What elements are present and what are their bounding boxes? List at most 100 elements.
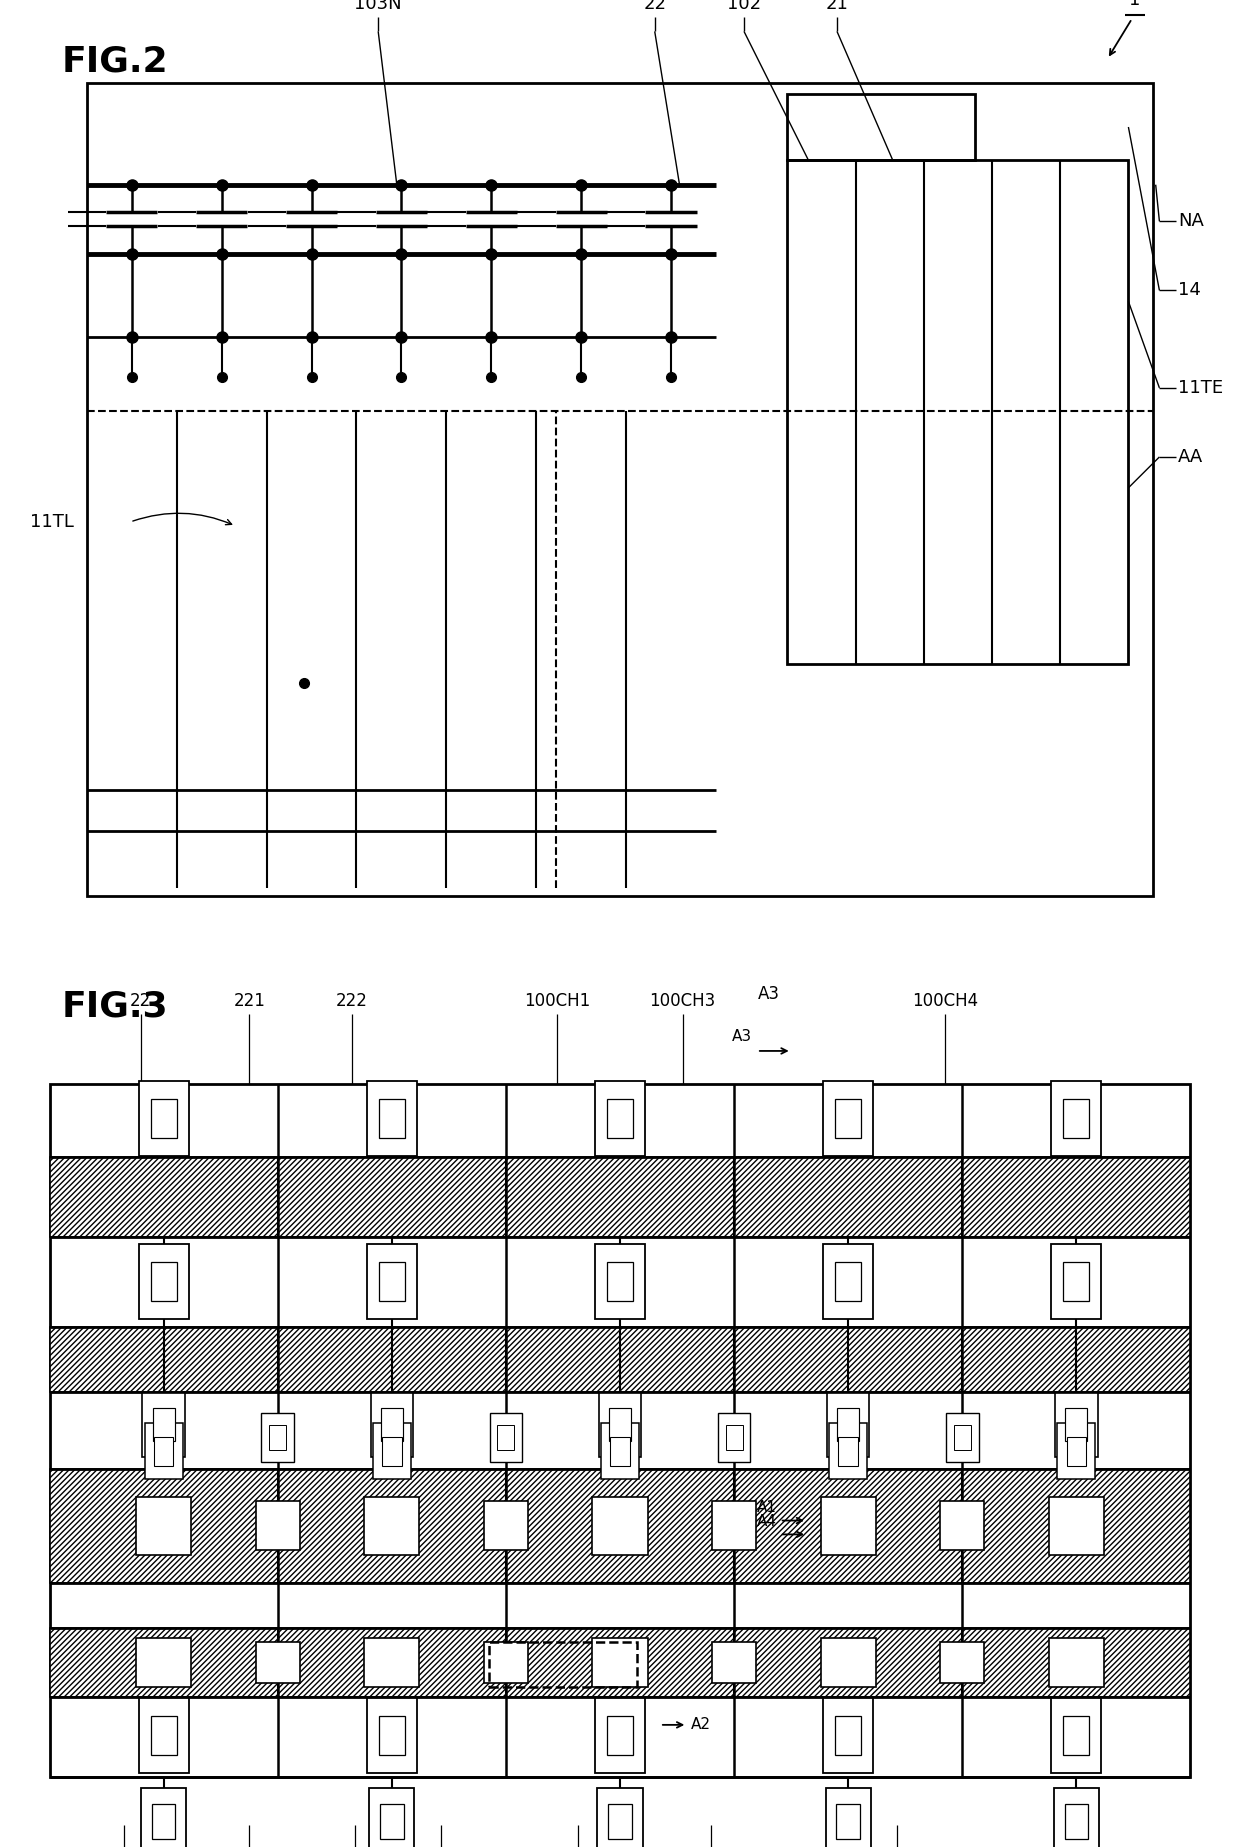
Bar (370, 1788, 414, 1847)
Bar (150, 1099, 177, 1138)
Bar (940, 1502, 985, 1550)
Bar (150, 1262, 177, 1300)
Bar (827, 1393, 869, 1457)
Bar (837, 1805, 859, 1840)
Text: 21: 21 (826, 0, 848, 13)
Bar (382, 1437, 402, 1467)
Bar (50, 1326, 1190, 1393)
Bar (595, 1245, 645, 1319)
Bar (940, 1642, 985, 1683)
Bar (826, 1788, 870, 1847)
Bar (150, 1716, 177, 1755)
Bar (262, 1413, 294, 1461)
Bar (365, 1638, 419, 1686)
Bar (718, 1413, 750, 1461)
Text: A3: A3 (758, 984, 780, 1003)
Bar (1058, 1424, 1095, 1479)
Bar (712, 1642, 756, 1683)
Bar (378, 1262, 405, 1300)
Text: 100CH3: 100CH3 (650, 992, 715, 1010)
Bar (153, 1409, 175, 1441)
Bar (954, 1424, 971, 1450)
Bar (373, 1424, 410, 1479)
Bar (1063, 1099, 1090, 1138)
Bar (136, 1638, 191, 1686)
Bar (606, 1262, 634, 1300)
Bar (610, 1437, 630, 1467)
Bar (823, 1245, 873, 1319)
Bar (378, 1099, 405, 1138)
Bar (609, 1805, 631, 1840)
Bar (821, 1638, 875, 1686)
Bar (835, 1099, 862, 1138)
Bar (595, 1082, 645, 1156)
Bar (378, 1716, 405, 1755)
Bar (835, 1262, 862, 1300)
Bar (837, 1409, 859, 1441)
Bar (821, 1496, 875, 1555)
Bar (1054, 1788, 1099, 1847)
Bar (141, 1788, 186, 1847)
Bar (1055, 1393, 1097, 1457)
Bar (1066, 1437, 1086, 1467)
Bar (255, 1642, 300, 1683)
Bar (787, 161, 1128, 665)
Bar (1052, 1697, 1101, 1773)
Text: 103N: 103N (355, 0, 402, 13)
Bar (1049, 1496, 1104, 1555)
Bar (50, 1084, 1190, 1777)
Bar (1049, 1638, 1104, 1686)
Bar (136, 1496, 191, 1555)
Bar (601, 1424, 639, 1479)
Bar (139, 1245, 188, 1319)
Bar (1052, 1245, 1101, 1319)
Text: A3: A3 (732, 1029, 751, 1044)
Text: A4: A4 (758, 1515, 777, 1529)
Bar (787, 94, 975, 161)
Bar (50, 1627, 1190, 1697)
Bar (365, 1496, 419, 1555)
Bar (381, 1805, 403, 1840)
Bar (87, 83, 1153, 896)
Text: FIG.3: FIG.3 (62, 990, 169, 1023)
Bar (145, 1424, 182, 1479)
Bar (139, 1082, 188, 1156)
Bar (593, 1638, 647, 1686)
Bar (1065, 1409, 1087, 1441)
Bar (606, 1099, 634, 1138)
Bar (593, 1496, 647, 1555)
Bar (255, 1502, 300, 1550)
Bar (139, 1697, 188, 1773)
Bar (367, 1082, 417, 1156)
Bar (609, 1409, 631, 1441)
Bar (712, 1502, 756, 1550)
Bar (1063, 1262, 1090, 1300)
Bar (598, 1788, 642, 1847)
Bar (367, 1245, 417, 1319)
Text: 222: 222 (336, 992, 368, 1010)
Text: 22: 22 (130, 992, 151, 1010)
Bar (154, 1437, 174, 1467)
Bar (599, 1393, 641, 1457)
Bar (490, 1413, 522, 1461)
Bar (606, 1716, 634, 1755)
Text: 22: 22 (644, 0, 666, 13)
Text: A1: A1 (758, 1500, 777, 1515)
Bar (367, 1697, 417, 1773)
Text: 100CH1: 100CH1 (525, 992, 590, 1010)
Bar (725, 1424, 743, 1450)
Bar (838, 1437, 858, 1467)
Bar (381, 1409, 403, 1441)
Text: AA: AA (1178, 449, 1203, 465)
Bar (1052, 1082, 1101, 1156)
Text: 221: 221 (233, 992, 265, 1010)
Bar (153, 1805, 175, 1840)
Bar (835, 1716, 862, 1755)
Text: 14: 14 (1178, 281, 1200, 299)
Bar (50, 1156, 1190, 1237)
Bar (269, 1424, 286, 1450)
Bar (497, 1424, 515, 1450)
Bar (371, 1393, 413, 1457)
Text: NA: NA (1178, 212, 1204, 231)
Text: 1: 1 (1128, 0, 1141, 9)
